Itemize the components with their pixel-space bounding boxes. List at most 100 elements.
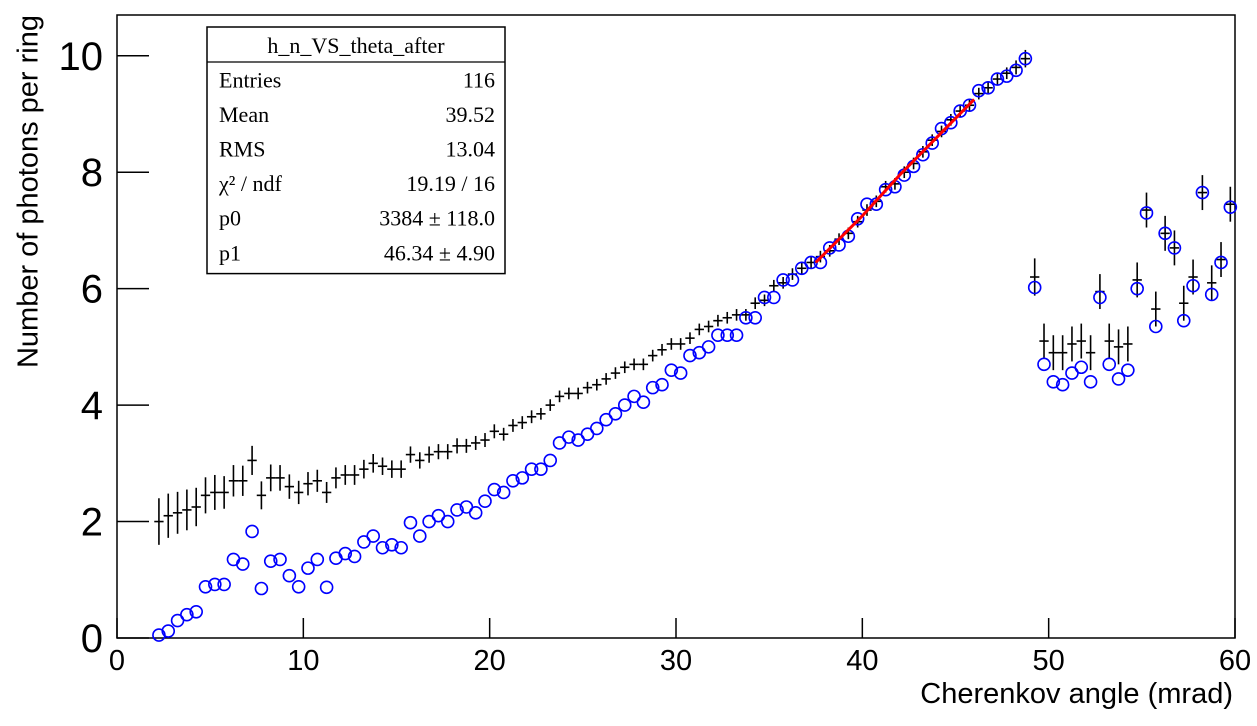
circle-marker (1093, 290, 1107, 305)
stats-title: h_n_VS_theta_after (267, 33, 445, 58)
cross-marker (471, 435, 481, 450)
cross-marker (526, 410, 537, 424)
cross-marker (1113, 329, 1124, 365)
circle-marker (1121, 363, 1135, 377)
circle-marker (263, 554, 278, 568)
circle-marker (1074, 360, 1089, 375)
circle-marker (468, 506, 483, 520)
cross-marker (564, 387, 574, 400)
cross-marker (321, 481, 332, 503)
cross-marker (1057, 335, 1068, 371)
circle-marker (971, 83, 986, 98)
cross-marker (694, 323, 704, 336)
circle-marker (962, 98, 977, 113)
circle-marker (1102, 357, 1117, 372)
cross-marker (1188, 259, 1198, 295)
circle-marker (226, 552, 241, 567)
cross-marker (685, 332, 695, 344)
circle-marker (366, 529, 381, 543)
cross-marker (582, 381, 593, 394)
circle-marker (944, 115, 958, 130)
circle-marker (254, 581, 269, 596)
cross-marker (349, 465, 360, 485)
cross-marker (629, 358, 639, 371)
cross-marker (163, 493, 173, 538)
cross-marker (1169, 230, 1180, 266)
circle-marker (916, 147, 930, 162)
cross-marker (433, 444, 444, 460)
cross-marker (228, 465, 239, 497)
y-tick-label: 4 (81, 384, 103, 428)
circle-marker (450, 503, 464, 517)
circle-marker (1055, 377, 1070, 392)
circle-marker (562, 430, 576, 444)
circle-marker (683, 348, 697, 363)
circle-marker (776, 273, 790, 287)
cross-marker (266, 464, 276, 492)
cross-marker (517, 416, 527, 429)
x-tick-label: 40 (846, 645, 878, 677)
circle-marker (1130, 281, 1144, 296)
circle-marker (1186, 278, 1200, 293)
cross-marker (722, 311, 732, 324)
cross-marker (676, 338, 686, 350)
cross-marker (1216, 242, 1226, 278)
stats-value: 116 (463, 67, 495, 92)
cross-marker (1104, 323, 1114, 359)
cross-marker (545, 399, 555, 411)
cross-marker (731, 309, 742, 321)
cross-marker (1132, 262, 1142, 298)
cross-marker (498, 427, 509, 441)
circle-marker (534, 462, 548, 476)
circle-marker (403, 515, 418, 530)
stats-label: Mean (219, 102, 269, 127)
cross-marker (359, 459, 369, 479)
circle-marker (1018, 51, 1033, 66)
circle-marker (478, 494, 492, 508)
circle-marker (869, 197, 884, 212)
y-tick-label: 8 (81, 151, 103, 195)
cross-marker (1085, 335, 1096, 371)
x-tick-label: 30 (660, 645, 692, 677)
x-axis-label: Cherenkov angle (mrad) (920, 678, 1233, 710)
cross-marker (275, 465, 285, 491)
circle-marker (822, 241, 837, 255)
cross-marker (461, 438, 472, 453)
cross-marker (1076, 323, 1086, 359)
cross-marker (592, 378, 602, 391)
circle-marker (608, 407, 623, 421)
circle-marker (878, 182, 893, 197)
circle-marker (1046, 375, 1061, 389)
circle-marker (515, 471, 530, 485)
cross-marker (536, 408, 546, 420)
x-tick-label: 10 (287, 645, 319, 677)
circle-marker (590, 421, 604, 436)
circle-marker (767, 290, 781, 305)
cross-marker (713, 314, 723, 327)
cross-marker (1011, 60, 1021, 75)
cross-marker (1039, 323, 1049, 359)
cross-marker (573, 387, 583, 400)
cross-marker (508, 419, 518, 432)
y-tick-label: 6 (81, 268, 103, 312)
circle-marker (440, 514, 455, 529)
circle-marker (496, 485, 511, 500)
circle-marker (291, 579, 306, 594)
cross-marker (284, 474, 295, 499)
cross-marker (238, 465, 248, 496)
circle-marker (617, 398, 632, 412)
cross-marker (1141, 192, 1152, 228)
cross-marker (601, 373, 611, 385)
cross-marker (294, 480, 304, 505)
x-tick-label: 60 (1219, 645, 1251, 677)
circle-marker (739, 310, 753, 325)
cross-marker (396, 460, 406, 478)
cross-marker (769, 279, 779, 292)
circle-marker (850, 211, 865, 226)
circle-marker (990, 72, 1005, 86)
cross-marker (368, 454, 378, 473)
stats-value: 3384 ± 118.0 (379, 206, 495, 231)
circle-marker (645, 380, 660, 395)
stats-box (206, 26, 506, 275)
circle-marker (375, 540, 390, 555)
